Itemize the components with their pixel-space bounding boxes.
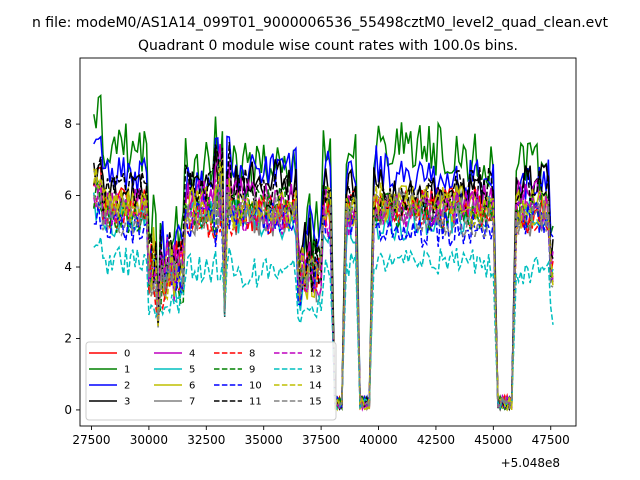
series-line-11 (93, 141, 554, 412)
legend-label-13: 13 (309, 365, 322, 376)
legend-label-4: 4 (189, 349, 195, 360)
x-tick-label-47500: 47500 (532, 433, 570, 447)
x-tick-label-42500: 42500 (417, 433, 455, 447)
chart-suptitle: n file: modeM0/AS1A14_099T01_9000006536_… (32, 15, 609, 31)
legend-label-10: 10 (249, 381, 262, 392)
y-tick-label-6: 6 (64, 189, 72, 203)
legend-box (85, 341, 337, 421)
legend-label-9: 9 (249, 365, 255, 376)
series-line-13 (93, 236, 554, 410)
plot-area: 27500 30000 32500 35000 37500 40000 42500 45000… (64, 57, 577, 447)
legend-label-2: 2 (124, 381, 130, 392)
x-tick-label-35000: 35000 (245, 433, 283, 447)
legend-label-0: 0 (124, 349, 130, 360)
legend-label-1: 1 (124, 365, 130, 376)
legend-label-14: 14 (309, 381, 322, 392)
x-tick-label-37500: 37500 (302, 433, 340, 447)
x-tick-label-45000: 45000 (474, 433, 512, 447)
legend-label-5: 5 (189, 365, 195, 376)
series-lines (93, 94, 554, 413)
y-tick-label-2: 2 (64, 331, 72, 345)
legend-label-6: 6 (189, 381, 195, 392)
series-line-15 (93, 172, 554, 410)
y-tick-label-0: 0 (64, 403, 72, 417)
y-tick-label-8: 8 (64, 117, 72, 131)
x-tick-label-40000: 40000 (359, 433, 397, 447)
legend-label-15: 15 (309, 397, 322, 408)
axes-frame (79, 57, 577, 427)
legend-label-7: 7 (189, 397, 195, 408)
legend-label-11: 11 (249, 397, 262, 408)
chart-title: Quadrant 0 module wise count rates with … (138, 38, 518, 54)
legend-label-12: 12 (309, 349, 322, 360)
legend-label-8: 8 (249, 349, 255, 360)
x-tick-label-27500: 27500 (72, 433, 110, 447)
x-tick-label-32500: 32500 (187, 433, 225, 447)
legend-label-3: 3 (124, 397, 130, 408)
y-tick-label-4: 4 (64, 260, 72, 274)
x-axis-offset-label: +5.048e8 (501, 456, 560, 470)
x-tick-label-30000: 30000 (130, 433, 168, 447)
